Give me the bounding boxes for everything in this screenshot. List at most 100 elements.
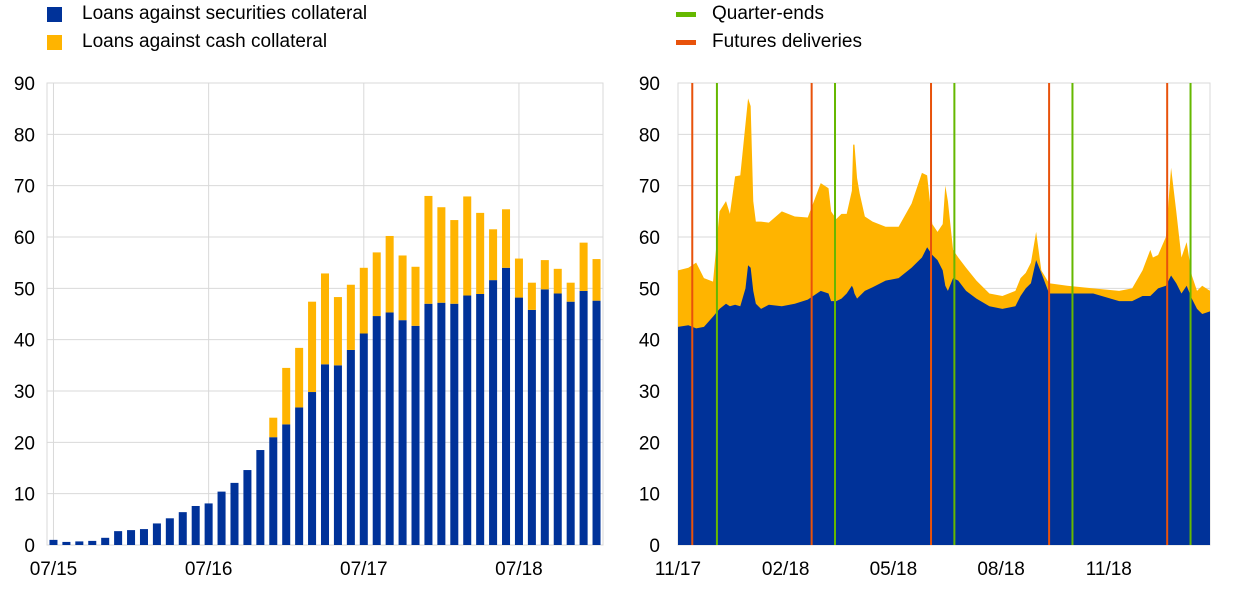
bar-securities	[527, 309, 536, 545]
legend-swatch-cash	[47, 34, 62, 50]
y-tick-label-left: 0	[24, 536, 35, 557]
bar-cash	[385, 235, 394, 313]
bar-securities	[308, 392, 317, 545]
bar-cash	[333, 297, 342, 366]
bar-securities	[424, 303, 433, 545]
x-tick-label-left: 07/15	[30, 559, 78, 580]
legend-item-futures: Futures deliveries	[676, 28, 862, 56]
x-tick-label-right: 02/18	[762, 559, 810, 580]
bar-cash	[346, 284, 355, 350]
bar-cash	[579, 242, 588, 291]
bar-cash	[282, 367, 291, 425]
bar-cash	[269, 417, 278, 438]
bar-securities	[566, 301, 575, 545]
bar-securities	[372, 316, 381, 545]
bar-securities	[88, 540, 97, 545]
bar-securities	[553, 293, 562, 545]
bar-cash	[514, 258, 523, 298]
y-tick-label-right: 50	[639, 279, 660, 300]
x-tick-label-left: 07/16	[185, 559, 233, 580]
bar-securities	[269, 437, 278, 545]
bar-securities	[385, 312, 394, 545]
bar-securities	[101, 537, 110, 545]
bar-cash	[527, 282, 536, 310]
y-tick-label-right: 90	[639, 74, 660, 95]
x-tick-label-right: 11/18	[1086, 559, 1132, 580]
bar-securities	[139, 529, 148, 545]
y-tick-label-left: 80	[14, 125, 35, 146]
bar-securities	[178, 512, 187, 545]
legend-label-securities: Loans against securities collateral	[82, 3, 368, 24]
bar-securities	[320, 364, 330, 545]
y-tick-label-right: 70	[639, 177, 660, 198]
y-tick-label-left: 50	[14, 279, 35, 300]
bar-cash	[308, 301, 317, 393]
bar-securities	[489, 280, 498, 545]
x-tick-label-right: 08/18	[977, 559, 1025, 580]
y-tick-label-left: 70	[14, 177, 35, 198]
bar-cash	[592, 259, 601, 301]
y-tick-label-left: 10	[14, 485, 35, 506]
bar-cash	[320, 273, 330, 365]
y-tick-label-left: 60	[14, 228, 35, 249]
bar-cash	[372, 252, 381, 317]
y-tick-label-right: 20	[639, 433, 660, 454]
y-tick-label-right: 80	[639, 125, 660, 146]
legend-label-quarter-ends: Quarter-ends	[712, 3, 824, 24]
legend-line-futures	[676, 39, 696, 45]
x-tick-label-right: 05/18	[870, 559, 918, 580]
bar-securities	[204, 503, 213, 545]
bar-securities	[502, 267, 511, 545]
legend-item-cash: Loans against cash collateral	[47, 28, 367, 56]
bar-cash	[424, 195, 433, 304]
bar-securities	[514, 297, 523, 545]
bar-cash	[295, 347, 304, 408]
bar-cash	[463, 196, 472, 296]
bar-securities	[463, 295, 472, 545]
bar-securities	[62, 541, 71, 545]
legend-left: Loans against securities collateral Loan…	[47, 0, 367, 56]
left-bar-chart: 0 10 20 30 40 50 60 70 80 90 07/15 07/16 07/17 07/18	[14, 74, 604, 580]
bar-securities	[450, 303, 459, 545]
bar-cash	[359, 267, 368, 334]
y-tick-label-left: 30	[14, 382, 35, 403]
bar-cash	[476, 212, 485, 294]
bar-securities	[282, 424, 291, 545]
y-tick-label-right: 10	[639, 485, 660, 506]
bar-cash	[450, 220, 459, 304]
bar-securities	[579, 290, 588, 545]
legend-item-quarter-ends: Quarter-ends	[676, 0, 862, 28]
bar-securities	[437, 302, 446, 545]
bar-securities	[346, 349, 355, 545]
bar-securities	[165, 518, 174, 545]
bar-securities	[256, 450, 265, 545]
x-tick-label-left: 07/17	[340, 559, 388, 580]
bar-cash	[540, 260, 549, 290]
bar-securities	[592, 300, 601, 545]
bar-securities	[49, 539, 58, 545]
bar-securities	[217, 491, 226, 545]
legend-label-cash: Loans against cash collateral	[82, 31, 328, 52]
bar-cash	[411, 266, 420, 326]
legend-item-securities: Loans against securities collateral	[47, 0, 367, 28]
y-tick-label-right: 40	[639, 331, 660, 352]
bar-cash	[437, 207, 446, 303]
y-tick-label-right: 30	[639, 382, 660, 403]
x-tick-label-left: 07/18	[495, 559, 543, 580]
legend-right: Quarter-ends Futures deliveries	[676, 0, 862, 56]
bar-cash	[553, 268, 562, 294]
bar-cash	[566, 282, 575, 302]
bar-cash	[398, 255, 407, 321]
legend-label-futures: Futures deliveries	[712, 31, 862, 52]
bar-securities	[114, 531, 123, 545]
bar-securities	[152, 523, 161, 545]
y-tick-label-left: 90	[14, 74, 35, 95]
y-tick-label-right: 60	[639, 228, 660, 249]
bar-securities	[127, 530, 136, 545]
y-tick-label-left: 20	[14, 433, 35, 454]
bar-cash	[502, 209, 511, 268]
bar-securities	[540, 289, 549, 545]
bar-cash	[489, 229, 498, 281]
legend-line-quarter-ends	[676, 11, 696, 17]
